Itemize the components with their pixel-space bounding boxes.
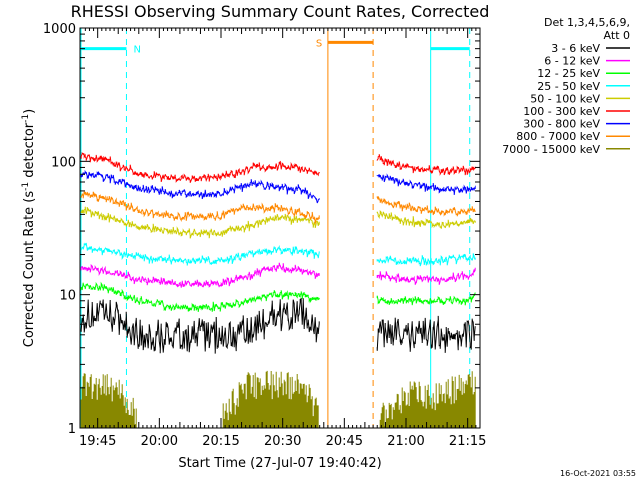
x-tick-label: 19:45 [79, 434, 116, 449]
y-tick-label: 1 [68, 422, 76, 437]
plot-frame [79, 27, 481, 429]
series-line [376, 292, 476, 306]
flag-label: N [133, 45, 140, 56]
series-line [376, 315, 476, 353]
series-line [376, 173, 476, 195]
y-axis-label: Corrected Count Rate (s-1 detector-1) [21, 109, 37, 347]
plot-area: NS [80, 28, 476, 428]
y-tick-label: 10 [59, 289, 76, 304]
series-800-7000-kev [80, 191, 476, 224]
y-tick-label: 1000 [43, 22, 76, 37]
series-12-25-kev [80, 281, 476, 312]
series-line [80, 370, 319, 428]
x-axis-label: Start Time (27-Jul-07 19:40:42) [178, 456, 381, 471]
series-100-300-kev [80, 151, 476, 183]
legend-label: 12 - 25 keV [537, 67, 600, 80]
series-line [376, 196, 476, 217]
x-tick-label: 20:00 [141, 434, 178, 449]
x-tick-label: 21:15 [449, 434, 486, 449]
series-line [80, 151, 320, 183]
legend-label: 50 - 100 keV [530, 92, 600, 105]
legend-label: 6 - 12 keV [544, 55, 600, 68]
series-6-12-kev [80, 262, 476, 288]
series-50-100-kev [80, 206, 476, 239]
x-tick-label: 20:15 [202, 434, 239, 449]
x-tick-label: 21:00 [387, 434, 424, 449]
y-tick-label: 100 [51, 155, 76, 170]
series-line [80, 281, 320, 312]
legend-label: 800 - 7000 keV [516, 130, 600, 143]
series-line [80, 191, 320, 224]
series-line [376, 154, 476, 176]
legend-label: 25 - 50 keV [537, 80, 600, 93]
series-line [80, 242, 320, 266]
series-line [376, 267, 476, 285]
series-7000-15000-kev [80, 370, 476, 428]
x-tick-label: 20:45 [326, 434, 363, 449]
attenuator-info: Att 0 [604, 29, 630, 42]
series-line [80, 206, 320, 239]
x-tick-label: 20:30 [264, 434, 301, 449]
legend-label: 7000 - 15000 keV [502, 143, 600, 156]
series-3-6-kev [80, 297, 476, 354]
chart-title: RHESSI Observing Summary Count Rates, Co… [71, 2, 490, 21]
series-line [376, 253, 476, 267]
legend-label: 300 - 800 keV [523, 118, 600, 131]
footer-date: 16-Oct-2021 03:55 [560, 469, 636, 478]
series-line [376, 209, 476, 229]
series-line [80, 262, 320, 288]
flag-label: S [316, 38, 322, 49]
series-25-50-kev [80, 242, 476, 267]
series-line [379, 371, 476, 428]
series-line [80, 169, 320, 204]
series-300-800-kev [80, 169, 476, 204]
legend-label: 3 - 6 keV [551, 42, 600, 55]
detector-info: Det 1,3,4,5,6,9, [544, 16, 630, 29]
series-line [80, 297, 320, 354]
x-axis: 19:45 20:00 20:15 20:30 20:45 21:00 21:15 [79, 28, 486, 449]
legend-label: 100 - 300 keV [523, 105, 600, 118]
